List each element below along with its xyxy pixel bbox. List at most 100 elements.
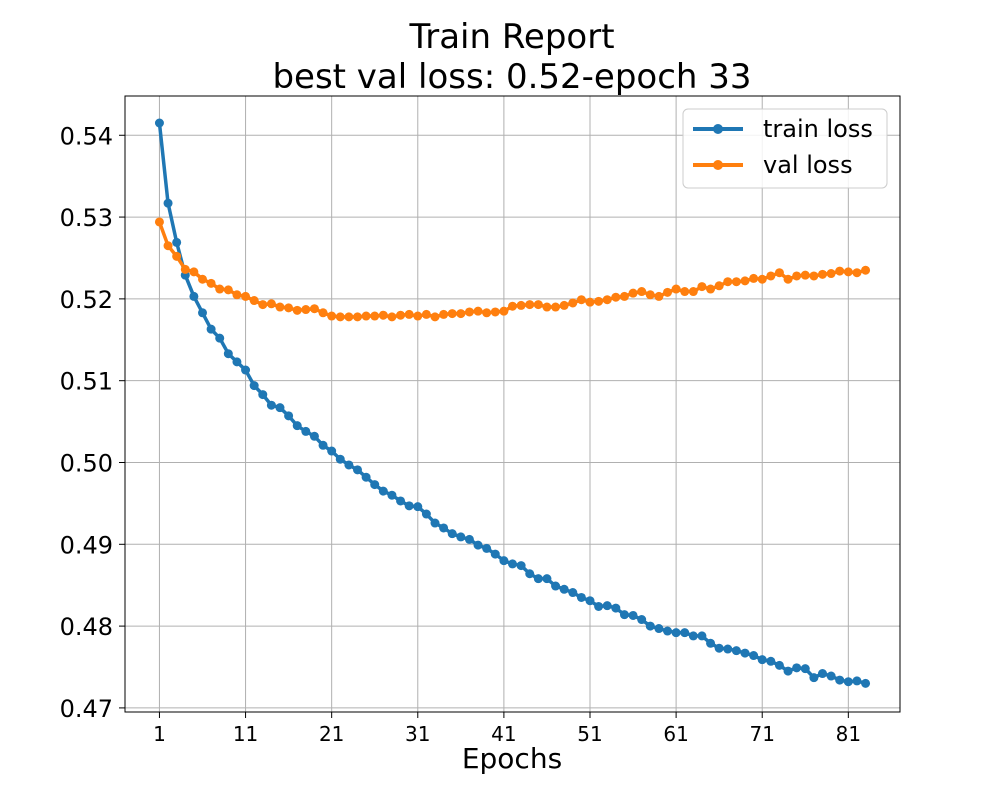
data-point-val-loss <box>447 309 457 319</box>
data-point-val-loss <box>318 308 328 318</box>
data-point-val-loss <box>568 298 578 308</box>
x-tick-label: 81 <box>836 722 861 746</box>
data-point-val-loss <box>688 287 698 297</box>
data-point-train-loss <box>499 556 509 566</box>
data-point-train-loss <box>447 529 457 539</box>
data-point-train-loss <box>611 603 621 613</box>
data-point-val-loss <box>344 312 354 322</box>
y-tick-label: 0.47 <box>60 695 113 723</box>
data-point-train-loss <box>861 678 871 688</box>
data-point-val-loss <box>525 300 535 310</box>
data-point-val-loss <box>861 265 871 275</box>
x-tick-label: 51 <box>577 722 602 746</box>
data-point-val-loss <box>835 266 845 276</box>
data-point-val-loss <box>533 300 543 310</box>
data-point-val-loss <box>490 307 500 317</box>
data-point-val-loss <box>473 306 483 316</box>
data-point-train-loss <box>525 569 535 579</box>
data-point-train-loss <box>516 561 526 571</box>
data-point-val-loss <box>826 269 836 279</box>
data-point-train-loss <box>335 454 345 464</box>
data-point-val-loss <box>792 271 802 281</box>
data-point-val-loss <box>198 274 207 284</box>
legend-label-val-loss: val loss <box>763 151 853 179</box>
data-point-train-loss <box>809 673 819 683</box>
data-point-train-loss <box>766 656 776 666</box>
series-lines <box>154 118 871 688</box>
y-tick-label: 0.49 <box>60 531 113 559</box>
data-point-val-loss <box>232 290 242 300</box>
data-point-train-loss <box>800 664 810 674</box>
chart-title-line1: Train Report <box>408 17 614 57</box>
data-point-train-loss <box>551 581 561 591</box>
data-point-train-loss <box>154 118 164 128</box>
data-point-val-loss <box>387 312 397 322</box>
data-point-val-loss <box>154 217 164 227</box>
data-point-val-loss <box>327 311 337 321</box>
data-point-train-loss <box>318 440 328 450</box>
x-tick-label: 1 <box>153 722 166 746</box>
data-point-val-loss <box>809 271 819 281</box>
data-point-val-loss <box>396 310 406 320</box>
data-point-val-loss <box>852 268 862 278</box>
data-point-val-loss <box>766 271 776 281</box>
data-point-train-loss <box>533 574 543 584</box>
x-tick-label: 61 <box>663 722 688 746</box>
data-point-train-loss <box>430 518 440 528</box>
data-point-train-loss <box>835 675 845 685</box>
data-point-val-loss <box>215 284 225 294</box>
data-point-val-loss <box>456 309 466 319</box>
data-point-train-loss <box>637 615 647 625</box>
data-point-val-loss <box>663 287 672 297</box>
data-point-val-loss <box>241 291 251 301</box>
data-point-train-loss <box>378 486 388 496</box>
data-point-train-loss <box>594 601 604 611</box>
data-point-train-loss <box>482 543 492 553</box>
data-point-train-loss <box>404 501 414 511</box>
data-point-train-loss <box>361 472 371 482</box>
data-point-val-loss <box>309 304 319 314</box>
x-axis-label: Epochs <box>462 742 562 775</box>
data-point-train-loss <box>215 333 225 343</box>
y-tick-label: 0.50 <box>60 449 113 477</box>
data-point-val-loss <box>645 290 655 300</box>
data-point-train-loss <box>783 666 793 676</box>
data-point-train-loss <box>749 651 759 661</box>
data-point-train-loss <box>568 588 578 598</box>
data-point-train-loss <box>490 549 500 559</box>
data-point-val-loss <box>740 276 750 286</box>
x-tick-label: 31 <box>405 722 430 746</box>
data-point-train-loss <box>654 624 664 634</box>
data-point-val-loss <box>611 292 621 302</box>
data-point-train-loss <box>421 509 431 519</box>
data-point-val-loss <box>559 300 569 310</box>
data-point-train-loss <box>740 648 750 658</box>
data-point-val-loss <box>551 302 561 312</box>
x-tick-label: 71 <box>749 722 774 746</box>
data-point-val-loss <box>404 309 414 319</box>
data-point-train-loss <box>602 601 612 611</box>
data-point-val-loss <box>542 302 552 312</box>
data-point-train-loss <box>284 411 294 421</box>
data-point-train-loss <box>843 677 853 687</box>
axis-ticks: 1 11 21 31 41 51 61 71 810.470.480.490.500.510.5… <box>60 122 861 746</box>
data-point-train-loss <box>172 237 182 247</box>
data-point-train-loss <box>628 610 638 620</box>
data-point-val-loss <box>499 306 509 316</box>
data-point-train-loss <box>275 403 285 413</box>
data-point-val-loss <box>370 311 380 321</box>
data-point-train-loss <box>619 610 629 620</box>
data-point-train-loss <box>508 559 517 569</box>
data-point-val-loss <box>516 300 526 310</box>
data-point-val-loss <box>723 277 733 287</box>
data-point-train-loss <box>387 490 397 500</box>
data-point-train-loss <box>353 465 362 475</box>
data-point-train-loss <box>774 660 784 670</box>
data-point-val-loss <box>697 282 707 292</box>
data-point-train-loss <box>671 628 681 638</box>
data-point-train-loss <box>706 638 716 648</box>
data-point-val-loss <box>180 264 190 274</box>
data-point-val-loss <box>163 241 173 251</box>
y-tick-label: 0.53 <box>60 204 113 232</box>
